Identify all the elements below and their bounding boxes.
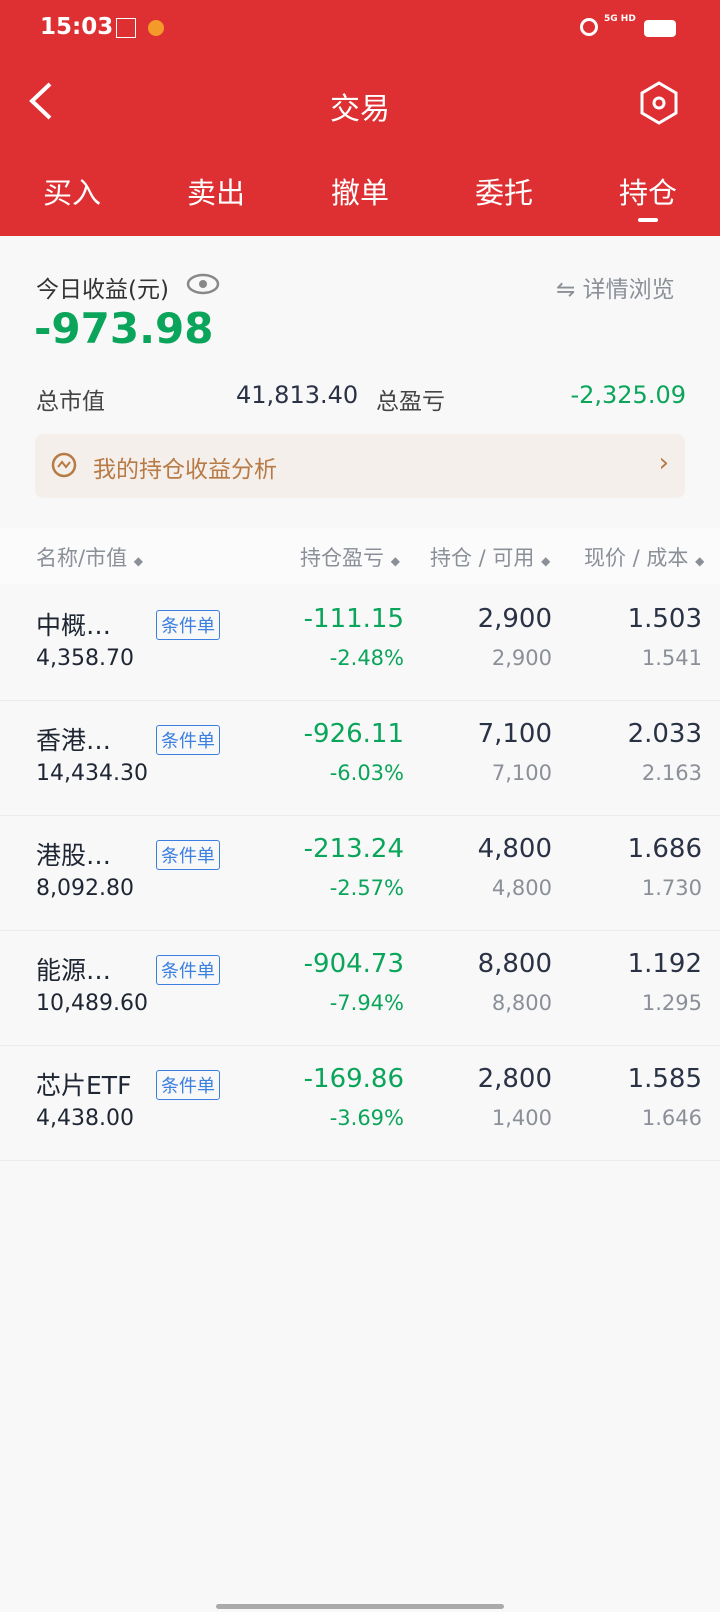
table-row[interactable]: 香港… 条件单 14,434.30 -926.11 -6.03% 7,100 7… — [0, 701, 720, 816]
market-value: 10,489.60 — [36, 991, 148, 1016]
position-qty: 8,800 — [477, 949, 552, 979]
tab-cancel[interactable]: 撤单 — [330, 176, 389, 210]
battery-icon — [644, 20, 676, 37]
position-qty: 2,800 — [477, 1064, 552, 1094]
home-indicator[interactable] — [216, 1604, 504, 1609]
condition-order-badge[interactable]: 条件单 — [156, 610, 220, 640]
details-link[interactable]: ⇋ 详情浏览 — [556, 270, 675, 304]
app-header: 15:03 5G HD 交易 买入 卖出 撤单 委托 持仓 — [0, 0, 720, 236]
sort-position[interactable]: 持仓 / 可用 ◆ — [430, 546, 551, 570]
available-qty: 7,100 — [491, 761, 552, 785]
tab-orders[interactable]: 委托 — [474, 176, 533, 210]
table-row[interactable]: 港股… 条件单 8,092.80 -213.24 -2.57% 4,800 4,… — [0, 816, 720, 931]
position-qty: 4,800 — [477, 834, 552, 864]
chevron-right-icon: › — [658, 448, 669, 478]
available-qty: 2,900 — [491, 646, 552, 670]
app-notification-icon — [116, 18, 136, 38]
condition-order-badge[interactable]: 条件单 — [156, 955, 220, 985]
security-name: 能源… — [36, 956, 112, 985]
security-name: 香港… — [36, 726, 112, 755]
back-icon[interactable] — [26, 80, 56, 122]
security-name: 港股… — [36, 841, 112, 870]
active-tab-indicator — [638, 218, 658, 222]
market-value: 4,438.00 — [36, 1106, 134, 1131]
available-qty: 8,800 — [491, 991, 552, 1015]
sort-name[interactable]: 名称/市值 ◆ — [36, 546, 143, 570]
tab-buy[interactable]: 买入 — [42, 176, 101, 210]
total-pl-value: -2,325.09 — [570, 381, 686, 409]
today-pl-value: -973.98 — [34, 304, 214, 353]
position-pl-pct: -6.03% — [329, 761, 404, 785]
analysis-label: 我的持仓收益分析 — [93, 457, 277, 483]
current-price: 1.686 — [627, 834, 702, 864]
sort-price[interactable]: 现价 / 成本 ◆ — [584, 546, 705, 570]
market-value: 41,813.40 — [236, 381, 359, 409]
tab-positions[interactable]: 持仓 — [618, 176, 677, 210]
current-price: 1.503 — [627, 604, 702, 634]
condition-order-badge[interactable]: 条件单 — [156, 840, 220, 870]
current-price: 1.192 — [627, 949, 702, 979]
position-pl-pct: -7.94% — [329, 991, 404, 1015]
position-qty: 7,100 — [477, 719, 552, 749]
market-value: 4,358.70 — [36, 646, 134, 671]
details-label: 详情浏览 — [582, 277, 675, 303]
cost-price: 1.295 — [641, 991, 702, 1015]
analysis-icon — [51, 452, 77, 478]
position-pl: -213.24 — [303, 834, 404, 864]
security-name: 中概… — [36, 611, 112, 640]
market-value: 8,092.80 — [36, 876, 134, 901]
position-pl-pct: -3.69% — [329, 1106, 404, 1130]
analysis-banner[interactable]: 我的持仓收益分析 › — [35, 434, 685, 498]
app-notification-icon — [148, 20, 164, 36]
total-pl-label: 总盈亏 — [376, 389, 445, 415]
current-price: 1.585 — [627, 1064, 702, 1094]
table-header: 名称/市值 ◆ 持仓盈亏 ◆ 持仓 / 可用 ◆ 现价 / 成本 ◆ — [0, 528, 720, 584]
tab-sell[interactable]: 卖出 — [186, 176, 245, 210]
sort-pl[interactable]: 持仓盈亏 ◆ — [300, 546, 400, 570]
cost-price: 2.163 — [641, 761, 702, 785]
market-value: 14,434.30 — [36, 761, 148, 786]
position-pl-pct: -2.48% — [329, 646, 404, 670]
condition-order-badge[interactable]: 条件单 — [156, 725, 220, 755]
table-row[interactable]: 中概… 条件单 4,358.70 -111.15 -2.48% 2,900 2,… — [0, 586, 720, 701]
position-pl: -169.86 — [303, 1064, 404, 1094]
swap-icon: ⇋ — [556, 277, 583, 303]
position-qty: 2,900 — [477, 604, 552, 634]
table-row[interactable]: 能源… 条件单 10,489.60 -904.73 -7.94% 8,800 8… — [0, 931, 720, 1046]
cost-price: 1.541 — [641, 646, 702, 670]
security-name: 芯片ETF — [36, 1071, 132, 1100]
page-title: 交易 — [330, 92, 390, 127]
condition-order-badge[interactable]: 条件单 — [156, 1070, 220, 1100]
status-time: 15:03 — [40, 14, 114, 40]
position-pl-pct: -2.57% — [329, 876, 404, 900]
cost-price: 1.730 — [641, 876, 702, 900]
eye-icon[interactable] — [186, 272, 220, 296]
alarm-icon — [580, 18, 598, 36]
available-qty: 1,400 — [491, 1106, 552, 1130]
current-price: 2.033 — [627, 719, 702, 749]
position-pl: -111.15 — [303, 604, 404, 634]
position-pl: -926.11 — [303, 719, 404, 749]
cost-price: 1.646 — [641, 1106, 702, 1130]
market-value-label: 总市值 — [36, 389, 105, 415]
table-row[interactable]: 芯片ETF 条件单 4,438.00 -169.86 -3.69% 2,800 … — [0, 1046, 720, 1161]
settings-icon[interactable] — [638, 80, 680, 126]
position-pl: -904.73 — [303, 949, 404, 979]
today-pl-label: 今日收益(元) — [36, 277, 169, 303]
network-indicator: 5G HD — [604, 14, 636, 24]
available-qty: 4,800 — [491, 876, 552, 900]
